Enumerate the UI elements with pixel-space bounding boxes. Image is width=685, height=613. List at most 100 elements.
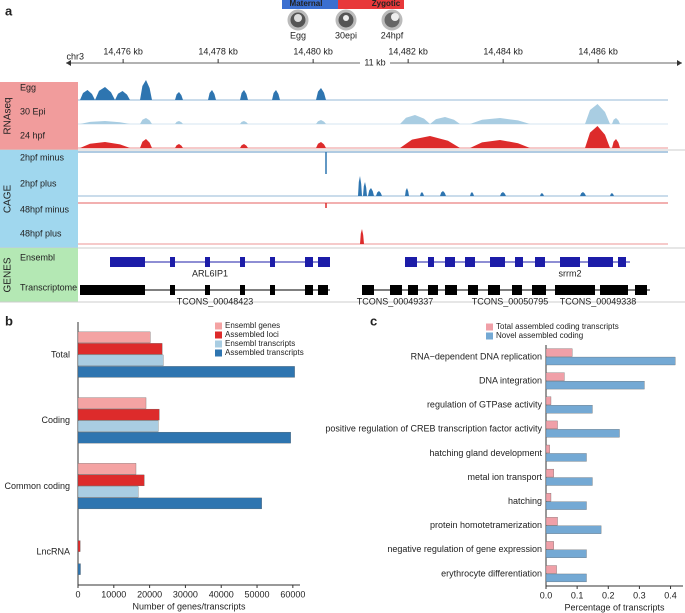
bar (77, 497, 262, 510)
exon (405, 257, 417, 267)
track-label: 30 Epi (20, 106, 46, 116)
track-label: 24 hpf (20, 130, 46, 140)
exon (515, 257, 523, 267)
exon (555, 285, 595, 295)
exon (305, 285, 313, 295)
coverage (80, 104, 620, 124)
category-label: positive regulation of CREB transcriptio… (325, 424, 542, 434)
bar (77, 540, 81, 552)
exon (205, 257, 210, 267)
legend-swatch (215, 349, 222, 357)
x-tick-label: 40000 (209, 589, 234, 599)
bar (77, 408, 160, 421)
embryo-icons (287, 9, 403, 31)
bar (545, 372, 565, 381)
panel-label: b (5, 313, 13, 328)
bar (77, 354, 164, 367)
legend-label: Novel assembled coding (496, 331, 583, 340)
ruler-tick-label: 14,478 kb (198, 46, 238, 56)
legend-label: Ensembl transcripts (225, 339, 295, 348)
track-label: Transcriptome (20, 282, 77, 292)
exon (488, 285, 500, 295)
exon (560, 257, 580, 267)
legend-label: Ensembl genes (225, 321, 280, 330)
category-label: DNA integration (479, 376, 542, 386)
category-label: RNA−dependent DNA replication (411, 351, 542, 361)
coverage (80, 126, 620, 148)
bar (77, 431, 291, 444)
x-axis-label: Number of genes/transcripts (132, 601, 246, 611)
coverage (360, 229, 364, 244)
x-tick-label: 0.0 (540, 590, 553, 600)
exon (362, 285, 374, 295)
bar (77, 397, 147, 409)
exon (390, 285, 402, 295)
bar (545, 356, 676, 366)
legend-swatch (215, 340, 222, 348)
exon (80, 285, 145, 295)
ruler-tick-label: 14,484 kb (483, 46, 523, 56)
exon (408, 285, 418, 295)
exon (532, 285, 546, 295)
stage-label: 24hpf (381, 30, 404, 40)
x-tick-label: 10000 (101, 589, 126, 599)
category-label: hatching gland development (429, 448, 542, 458)
transcript-label: TCONS_00049338 (560, 296, 637, 306)
category-label: regulation of GTPase activity (427, 400, 543, 410)
gene-label: srrm2 (559, 268, 582, 278)
bar (545, 493, 552, 502)
bar (77, 420, 159, 432)
coverage (358, 176, 614, 196)
bar (545, 541, 554, 550)
track-label: 2hpf plus (20, 178, 57, 188)
gene-label: ARL6IP1 (192, 268, 228, 278)
exon (445, 285, 457, 295)
exon (468, 285, 478, 295)
exon (205, 285, 210, 295)
bar (545, 549, 587, 558)
maternal-bar (282, 0, 338, 9)
transcript-label: TCONS_00050795 (472, 296, 549, 306)
exon (110, 257, 145, 267)
track-label: 2hpf minus (20, 152, 65, 162)
ruler-tick-label: 14,476 kb (103, 46, 143, 56)
category-label: Coding (41, 415, 70, 425)
exon (445, 257, 455, 267)
bar (545, 453, 587, 462)
x-tick-label: 50000 (245, 589, 270, 599)
category-label: negative regulation of gene expression (387, 544, 542, 554)
legend-label: Assembled loci (225, 330, 279, 339)
stage-bar-label: Zygotic (372, 0, 401, 8)
category-label: Total (51, 349, 70, 359)
exon (170, 285, 175, 295)
category-label: LncRNA (36, 547, 70, 557)
exon (588, 257, 613, 267)
bar (545, 348, 573, 357)
panel-label: a (5, 3, 13, 18)
bar (545, 573, 587, 583)
bar (545, 396, 552, 405)
exon (600, 285, 628, 295)
track-group-bg (0, 248, 78, 302)
ruler-tick-label: 14,486 kb (578, 46, 618, 56)
exon (635, 285, 647, 295)
exon (465, 257, 475, 267)
legend-swatch (486, 323, 493, 331)
panel-label: c (370, 313, 377, 328)
track-label: Egg (20, 82, 36, 92)
x-tick-label: 0.3 (633, 590, 646, 600)
x-tick-label: 30000 (173, 589, 198, 599)
track-group-bg (0, 82, 78, 150)
category-label: hatching (508, 496, 542, 506)
exon (512, 285, 522, 295)
bar (545, 444, 550, 454)
scale-bar-label: 11 kb (364, 57, 385, 67)
track-group-label: RNAseq (3, 97, 14, 134)
bar (77, 366, 295, 378)
exon (535, 257, 545, 267)
exon (428, 257, 434, 267)
bar (545, 525, 602, 534)
track-group-label: GENES (3, 257, 14, 292)
track-label: Ensembl (20, 252, 55, 262)
bar (545, 501, 587, 510)
